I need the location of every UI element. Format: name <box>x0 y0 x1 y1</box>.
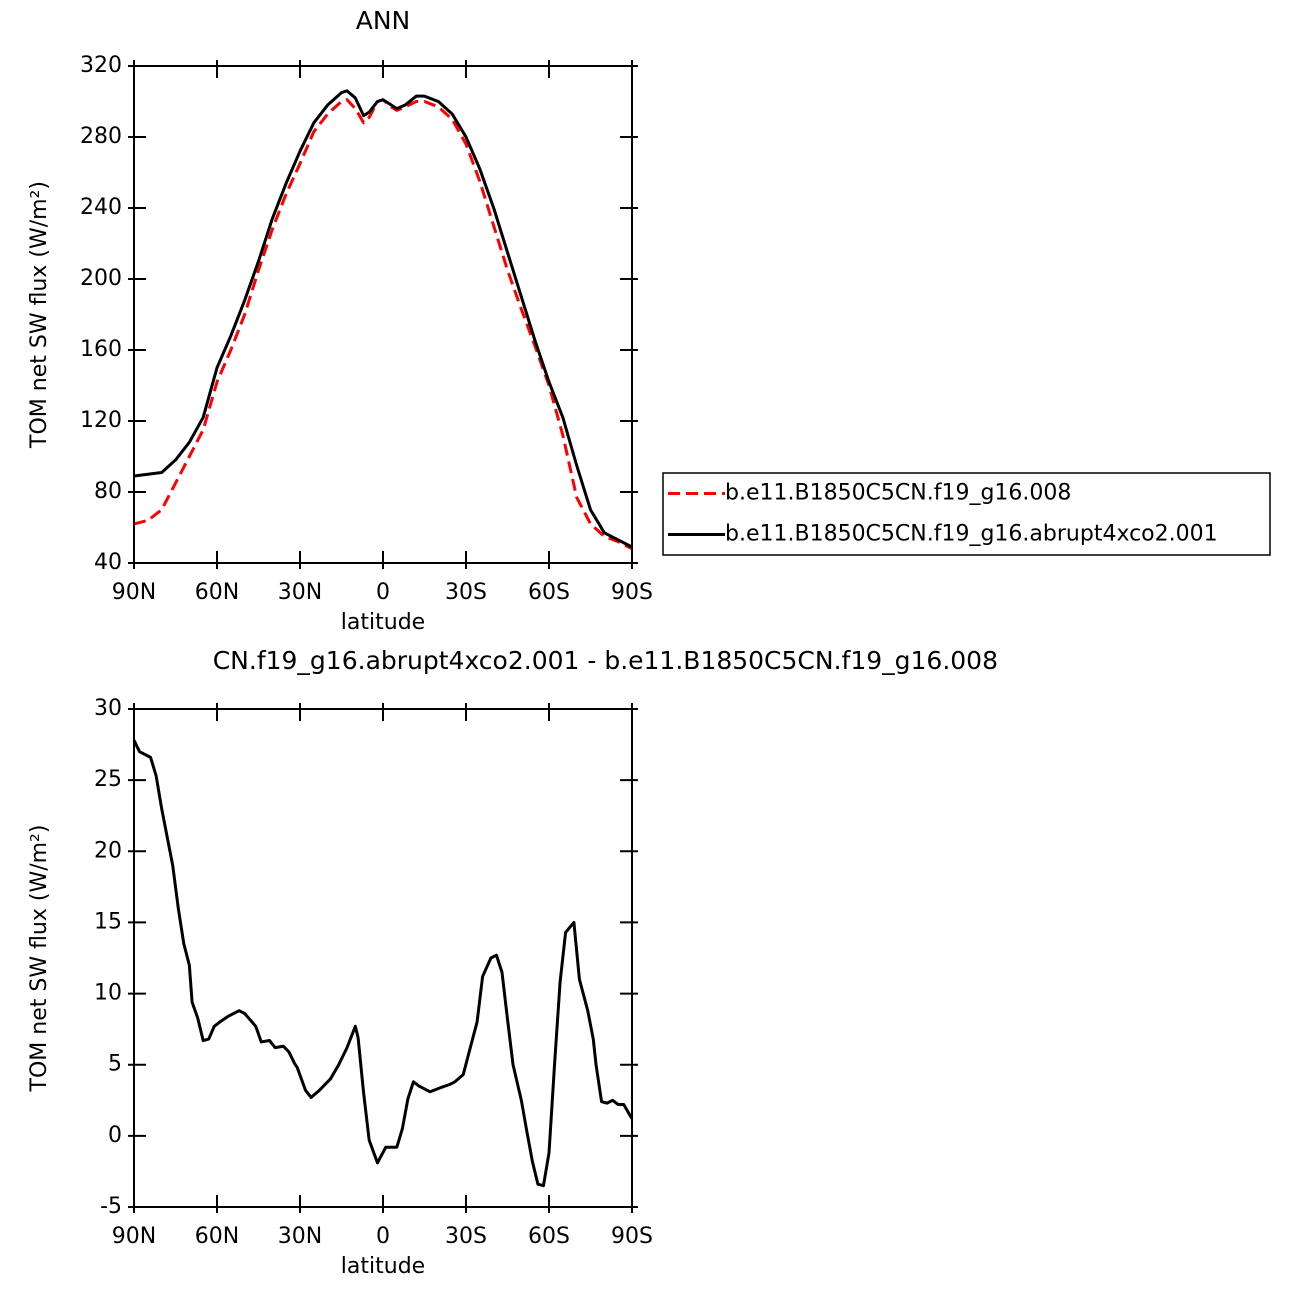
y-tick-label: 80 <box>94 479 122 504</box>
y-tick-label: 20 <box>94 838 122 863</box>
y-tick-label: 120 <box>80 408 122 433</box>
y-axis-label: TOM net SW flux (W/m²) <box>27 825 52 1093</box>
y-axis-label: TOM net SW flux (W/m²) <box>27 181 52 449</box>
x-tick-label: 30S <box>445 1224 487 1249</box>
x-tick-label: 60S <box>528 1224 570 1249</box>
y-tick-label: 160 <box>80 337 122 362</box>
y-tick-label: 25 <box>94 767 122 792</box>
plot-frame <box>133 65 633 564</box>
y-tick-label: 15 <box>94 909 122 934</box>
x-tick-label: 60N <box>195 1224 239 1249</box>
x-tick-label: 90S <box>611 580 653 605</box>
y-tick-label: 320 <box>80 53 122 78</box>
x-tick-label: 30N <box>278 1224 322 1249</box>
plot-frame <box>133 708 633 1208</box>
x-tick-label: 90N <box>112 1224 156 1249</box>
series-line <box>133 89 633 549</box>
legend-label: b.e11.B1850C5CN.f19_g16.008 <box>725 481 1071 506</box>
y-tick-label: 200 <box>80 266 122 291</box>
y-tick-label: -5 <box>100 1194 122 1219</box>
legend-box <box>662 472 1271 556</box>
x-axis-label: latitude <box>341 1254 425 1279</box>
chart-title: CN.f19_g16.abrupt4xco2.001 - b.e11.B1850… <box>213 646 998 675</box>
x-tick-label: 60N <box>195 580 239 605</box>
series-line <box>133 98 633 551</box>
x-tick-label: 30N <box>278 580 322 605</box>
series-line <box>132 739 634 1188</box>
y-tick-label: 40 <box>94 550 122 575</box>
x-tick-label: 90N <box>112 580 156 605</box>
y-tick-label: 30 <box>94 696 122 721</box>
y-tick-label: 240 <box>80 195 122 220</box>
x-tick-label: 60S <box>528 580 570 605</box>
x-tick-label: 0 <box>376 580 390 605</box>
legend-label: b.e11.B1850C5CN.f19_g16.abrupt4xco2.001 <box>725 522 1218 547</box>
x-tick-label: 90S <box>611 1224 653 1249</box>
x-tick-label: 0 <box>376 1224 390 1249</box>
x-tick-label: 30S <box>445 580 487 605</box>
chart-title: ANN <box>356 6 411 35</box>
x-axis-label: latitude <box>341 610 425 635</box>
y-tick-label: 10 <box>94 981 122 1006</box>
y-tick-label: 0 <box>108 1123 122 1148</box>
y-tick-label: 5 <box>108 1052 122 1077</box>
y-tick-label: 280 <box>80 124 122 149</box>
